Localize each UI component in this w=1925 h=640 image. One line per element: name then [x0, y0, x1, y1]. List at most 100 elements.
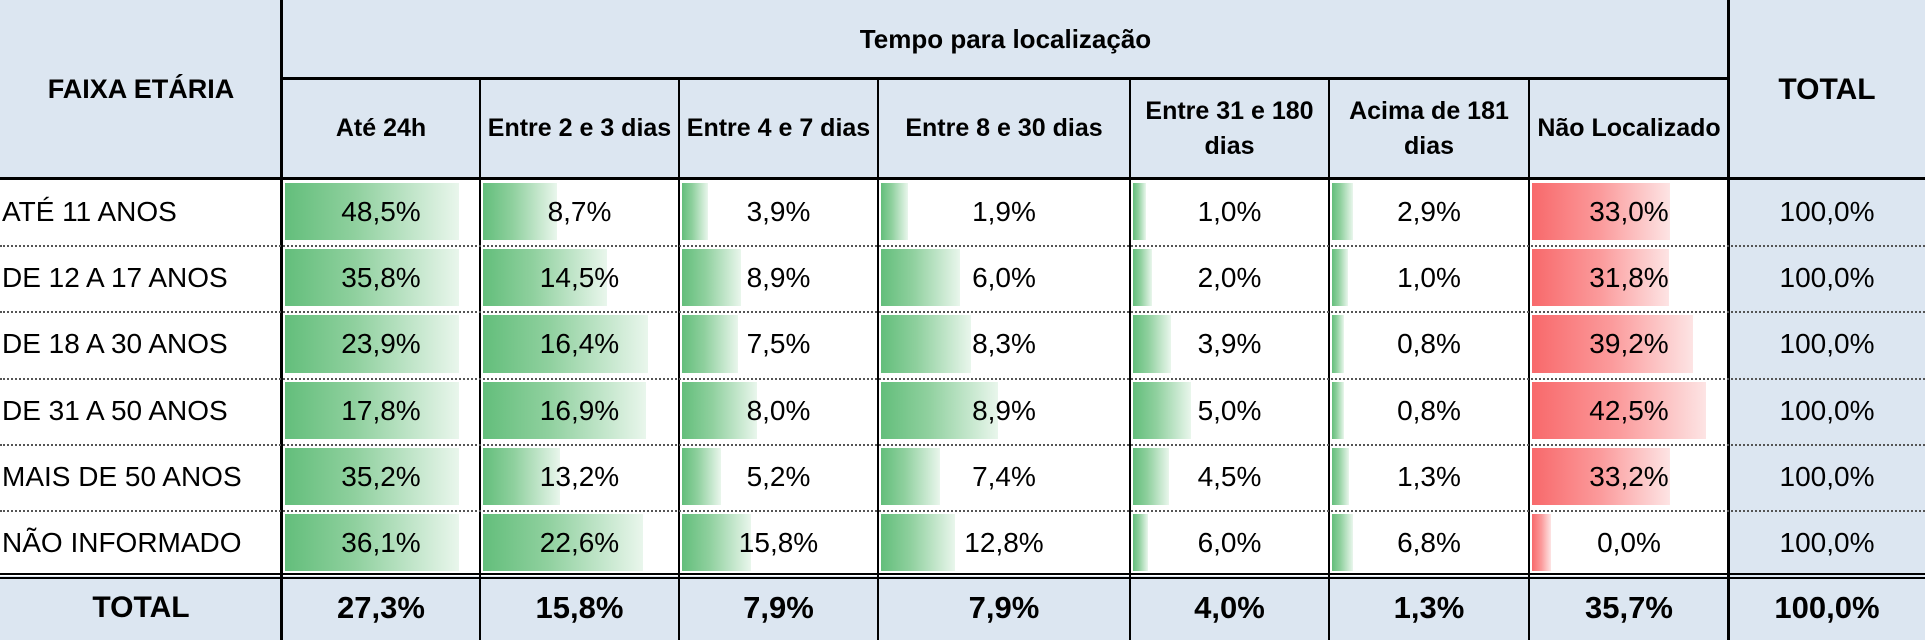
data-bar — [1133, 447, 1169, 505]
value-cell: 2,9% — [1397, 196, 1461, 228]
data-bar — [285, 381, 459, 439]
value-cell: 36,1% — [341, 527, 421, 559]
value-cell: 1,0% — [1397, 262, 1461, 294]
data-bar — [881, 183, 908, 241]
column-header: Entre 31 e 180 dias — [1145, 96, 1314, 160]
data-bar — [1532, 315, 1693, 373]
data-bar — [881, 514, 955, 572]
column-header: Entre 4 e 7 dias — [686, 114, 871, 142]
data-bar — [1332, 514, 1353, 572]
data-bar — [483, 447, 560, 505]
data-bar — [1133, 514, 1148, 572]
value-cell: 48,5% — [341, 196, 421, 228]
value-cell: 0,8% — [1397, 328, 1461, 360]
totals-value-cell: 35,7% — [1585, 590, 1673, 625]
row-total-cell: 100,0% — [1779, 262, 1875, 294]
totals-value-cell: 7,9% — [743, 590, 814, 625]
data-bar — [285, 514, 459, 572]
row-divider — [0, 245, 1925, 247]
grand-total-cell: 100,0% — [1774, 590, 1880, 625]
data-bar — [1532, 249, 1669, 307]
divider — [877, 78, 879, 640]
divider — [678, 78, 680, 640]
value-cell: 8,9% — [746, 262, 811, 294]
value-cell: 42,5% — [1589, 394, 1669, 426]
value-cell: 14,5% — [539, 262, 620, 294]
total-column-header: TOTAL — [1778, 73, 1876, 106]
value-cell: 16,9% — [539, 394, 620, 426]
value-cell: 15,8% — [738, 527, 819, 559]
column-header: Entre 8 e 30 dias — [905, 114, 1103, 142]
row-label: ATÉ 11 ANOS — [2, 196, 177, 228]
data-bar — [682, 183, 708, 241]
value-cell: 23,9% — [341, 328, 421, 360]
value-cell: 5,0% — [1197, 394, 1262, 426]
data-bar — [1133, 249, 1152, 307]
totals-row-background — [0, 576, 1925, 640]
value-cell: 35,2% — [341, 460, 421, 492]
data-bar — [1532, 514, 1551, 572]
value-cell: 1,9% — [972, 196, 1036, 228]
divider — [1727, 0, 1730, 640]
column-header: Entre 2 e 3 dias — [487, 114, 672, 142]
row-label: DE 31 A 50 ANOS — [2, 394, 228, 426]
value-cell: 16,4% — [539, 328, 620, 360]
data-bar — [483, 381, 646, 439]
data-bar — [881, 249, 960, 307]
divider — [1528, 78, 1530, 640]
value-cell: 1,0% — [1197, 196, 1262, 228]
data-bar — [1332, 183, 1353, 241]
data-bar — [285, 447, 459, 505]
value-cell: 22,6% — [539, 527, 620, 559]
data-bar — [1133, 315, 1171, 373]
value-cell: 8,7% — [547, 196, 612, 228]
data-bar — [1332, 249, 1348, 307]
row-label: MAIS DE 50 ANOS — [2, 460, 242, 492]
row-divider — [0, 510, 1925, 512]
row-divider — [0, 311, 1925, 313]
value-cell: 33,2% — [1589, 460, 1669, 492]
value-cell: 7,4% — [972, 460, 1036, 492]
data-bar — [1532, 183, 1670, 241]
data-bar — [881, 447, 940, 505]
value-cell: 8,3% — [972, 328, 1036, 360]
divider — [1129, 78, 1131, 640]
data-bar — [285, 249, 459, 307]
value-cell: 35,8% — [341, 262, 421, 294]
data-bar — [682, 249, 741, 307]
data-bar — [1332, 315, 1344, 373]
value-cell: 6,8% — [1397, 527, 1461, 559]
data-bar — [1133, 381, 1191, 439]
data-bar — [682, 381, 757, 439]
data-bar — [285, 183, 459, 241]
data-bar — [1532, 447, 1670, 505]
column-header: Até 24h — [335, 114, 427, 142]
row-label: DE 18 A 30 ANOS — [2, 328, 228, 360]
totals-value-cell: 7,9% — [968, 590, 1040, 625]
value-cell: 0,8% — [1397, 394, 1461, 426]
data-bar — [483, 183, 557, 241]
row-divider — [0, 378, 1925, 380]
data-bar — [285, 315, 459, 373]
divider — [282, 77, 1729, 80]
row-total-cell: 100,0% — [1779, 527, 1875, 559]
row-label: DE 12 A 17 ANOS — [2, 262, 228, 294]
row-divider — [0, 444, 1925, 446]
value-cell: 2,0% — [1197, 262, 1262, 294]
row-header-faixa-etaria: FAIXA ETÁRIA — [47, 74, 235, 104]
data-bar — [1332, 381, 1344, 439]
divider — [1328, 78, 1330, 640]
totals-value-cell: 15,8% — [535, 590, 624, 625]
value-cell: 12,8% — [964, 527, 1044, 559]
data-bar — [1532, 381, 1706, 439]
value-cell: 6,0% — [1197, 527, 1262, 559]
totals-value-cell: 4,0% — [1194, 590, 1265, 625]
divider — [0, 177, 1925, 180]
divider — [0, 577, 1925, 579]
divider — [280, 0, 283, 640]
row-total-cell: 100,0% — [1779, 394, 1875, 426]
value-cell: 8,0% — [746, 394, 811, 426]
total-column-background — [1729, 179, 1925, 640]
value-cell: 4,5% — [1197, 460, 1262, 492]
